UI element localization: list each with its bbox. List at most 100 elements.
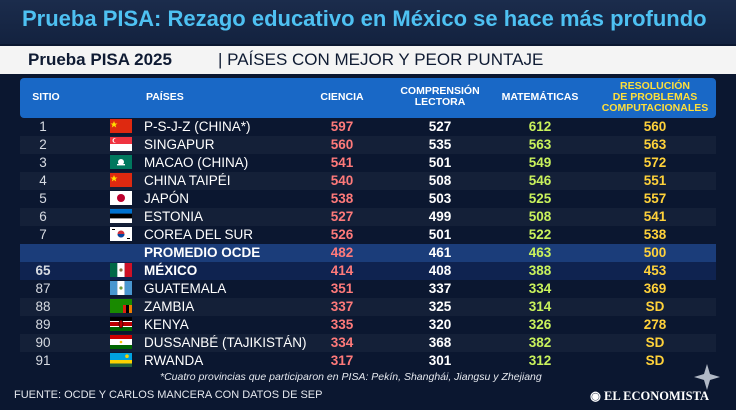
- subheader-bar: Prueba PISA 2025 | PAÍSES CON MEJOR Y PE…: [0, 46, 736, 74]
- score-ciencia: 541: [330, 155, 354, 170]
- rank: 7: [39, 227, 47, 242]
- score-matematicas: 312: [528, 353, 552, 368]
- rank: 87: [35, 281, 51, 296]
- table-header: SITIO PAÍSES CIENCIA COMPRENSIÓN LECTORA…: [20, 78, 716, 118]
- guatemala-flag: [110, 281, 132, 295]
- mexico-flag: [110, 263, 132, 277]
- score-lectora: 501: [428, 227, 452, 242]
- table-row: 88 ZAMBIA 337 325 314 SD: [20, 298, 716, 316]
- footnote: *Cuatro provincias que participaron en P…: [160, 371, 542, 383]
- rank: 89: [35, 317, 51, 332]
- rank: 65: [35, 263, 51, 278]
- table-row: 3 MACAO (CHINA) 541 501 549 572: [20, 154, 716, 172]
- macao-flag: [110, 155, 132, 169]
- score-lectora: 408: [428, 263, 452, 278]
- score-resolucion: 369: [643, 281, 667, 296]
- score-resolucion: SD: [645, 353, 665, 368]
- country-name: MÉXICO: [144, 263, 198, 278]
- score-resolucion: 541: [643, 209, 667, 224]
- score-lectora: 320: [428, 317, 452, 332]
- score-ciencia: 414: [330, 263, 354, 278]
- subheader-bold: Prueba PISA 2025: [28, 50, 172, 69]
- rank: 91: [35, 353, 51, 368]
- score-lectora: 501: [428, 155, 452, 170]
- score-ciencia: 538: [330, 191, 354, 206]
- rank: 6: [39, 209, 47, 224]
- score-resolucion: 453: [643, 263, 667, 278]
- table-row: 91 RWANDA 317 301 312 SD: [20, 352, 716, 370]
- score-matematicas: 382: [528, 335, 552, 350]
- table-row: 7 COREA DEL SUR 526 501 522 538: [20, 226, 716, 244]
- rank: 90: [35, 335, 51, 350]
- score-ciencia: 335: [330, 317, 354, 332]
- publisher-logo: ◉ EL ECONOMISTA: [590, 388, 709, 404]
- country-name: ESTONIA: [144, 209, 204, 224]
- country-name: PROMEDIO OCDE: [144, 245, 261, 260]
- china-flag: [110, 173, 132, 187]
- logo-text: EL ECONOMISTA: [604, 389, 710, 403]
- country-name: GUATEMALA: [144, 281, 227, 296]
- score-matematicas: 388: [528, 263, 552, 278]
- country-name: P-S-J-Z (CHINA*): [144, 119, 251, 134]
- country-name: MACAO (CHINA): [144, 155, 249, 170]
- score-matematicas: 508: [528, 209, 552, 224]
- col-resolucion-line2: DE PROBLEMAS: [612, 91, 698, 103]
- score-resolucion: 551: [643, 173, 667, 188]
- score-resolucion: 557: [643, 191, 667, 206]
- score-resolucion: SD: [645, 335, 665, 350]
- rank: [20, 244, 66, 262]
- score-resolucion: 500: [643, 245, 667, 260]
- table-body: 1 P-S-J-Z (CHINA*) 597 527 612 560 2 SIN…: [20, 118, 716, 370]
- country-name: DUSSANBÉ (TAJIKISTÁN): [144, 335, 307, 350]
- country-name: SINGAPUR: [144, 137, 215, 152]
- score-matematicas: 525: [528, 191, 552, 206]
- table-row: 1 P-S-J-Z (CHINA*) 597 527 612 560: [20, 118, 716, 136]
- rank: 4: [39, 173, 47, 188]
- col-paises: PAÍSES: [146, 91, 184, 103]
- score-lectora: 368: [428, 335, 452, 350]
- score-resolucion: 278: [643, 317, 667, 332]
- score-matematicas: 549: [528, 155, 552, 170]
- score-resolucion: 560: [643, 119, 667, 134]
- country-name: COREA DEL SUR: [144, 227, 254, 242]
- rank: 5: [39, 191, 47, 206]
- score-ciencia: 337: [330, 299, 354, 314]
- score-lectora: 527: [428, 119, 452, 134]
- col-sitio: SITIO: [32, 91, 60, 103]
- col-matematicas: MATEMÁTICAS: [501, 91, 579, 103]
- score-lectora: 337: [428, 281, 452, 296]
- logo-mark: ◉: [590, 389, 605, 403]
- score-ciencia: 351: [330, 281, 354, 296]
- rank: 2: [39, 137, 47, 152]
- score-ciencia: 482: [330, 245, 354, 260]
- col-resolucion-line3: COMPUTACIONALES: [601, 102, 709, 114]
- table-row: 90 DUSSANBÉ (TAJIKISTÁN) 334 368 382 SD: [20, 334, 716, 352]
- score-resolucion: 538: [643, 227, 667, 242]
- score-matematicas: 522: [528, 227, 552, 242]
- table-row: 4 CHINA TAIPÉI 540 508 546 551: [20, 172, 716, 190]
- score-lectora: 508: [428, 173, 452, 188]
- page-title: Prueba PISA: Rezago educativo en México …: [22, 6, 707, 31]
- score-lectora: 535: [428, 137, 452, 152]
- score-lectora: 301: [428, 353, 452, 368]
- score-ciencia: 540: [330, 173, 354, 188]
- score-ciencia: 560: [330, 137, 354, 152]
- score-lectora: 325: [428, 299, 452, 314]
- score-resolucion: SD: [645, 299, 665, 314]
- source-note: FUENTE: OCDE Y CARLOS MANCERA CON DATOS …: [14, 389, 323, 401]
- country-name: RWANDA: [144, 353, 204, 368]
- score-matematicas: 546: [528, 173, 552, 188]
- title-bar: Prueba PISA: Rezago educativo en México …: [0, 0, 736, 44]
- score-ciencia: 527: [330, 209, 354, 224]
- table-row-mexico: 65 MÉXICO 414 408 388 453: [20, 262, 716, 280]
- china-flag: [110, 119, 132, 133]
- country-name: ZAMBIA: [144, 299, 195, 314]
- col-comprension-line2: LECTORA: [414, 96, 466, 108]
- score-lectora: 503: [428, 191, 452, 206]
- tajikistan-flag: [110, 335, 132, 349]
- japan-flag: [110, 191, 132, 205]
- score-resolucion: 572: [643, 155, 667, 170]
- zambia-flag: [110, 299, 132, 313]
- table-row: 6 ESTONIA 527 499 508 541: [20, 208, 716, 226]
- kenya-flag: [110, 317, 132, 331]
